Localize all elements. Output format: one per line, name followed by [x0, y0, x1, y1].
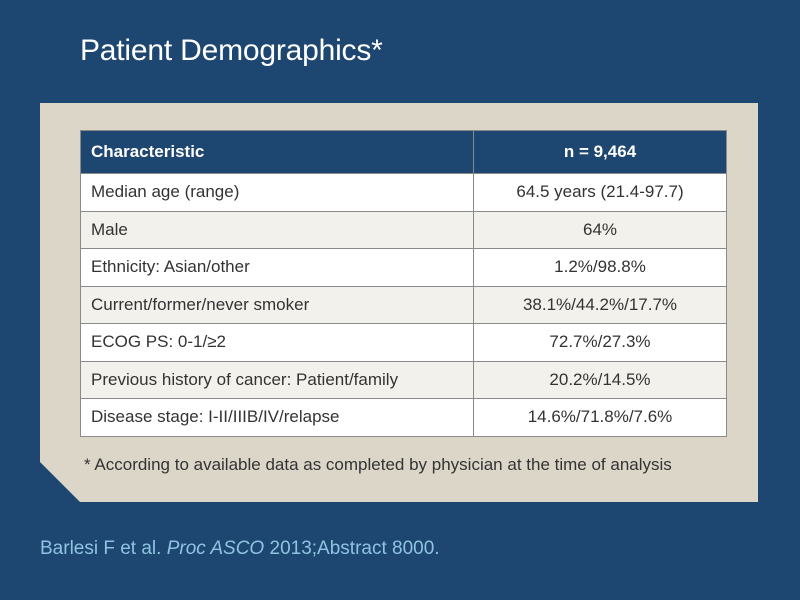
slide-title: Patient Demographics* [80, 34, 383, 67]
row-label: Male [81, 211, 474, 249]
row-value: 14.6%/71.8%/7.6% [474, 399, 727, 437]
row-label: Median age (range) [81, 174, 474, 212]
content-panel: Characteristic n = 9,464 Median age (ran… [40, 103, 758, 502]
row-label: Current/former/never smoker [81, 286, 474, 324]
row-label: ECOG PS: 0-1/≥2 [81, 324, 474, 362]
demographics-table: Characteristic n = 9,464 Median age (ran… [80, 130, 727, 437]
table-row: Male 64% [81, 211, 727, 249]
row-value: 20.2%/14.5% [474, 361, 727, 399]
column-header-n: n = 9,464 [474, 131, 727, 174]
row-value: 72.7%/27.3% [474, 324, 727, 362]
row-label: Previous history of cancer: Patient/fami… [81, 361, 474, 399]
table-row: Ethnicity: Asian/other 1.2%/98.8% [81, 249, 727, 287]
citation: Barlesi F et al. Proc ASCO 2013;Abstract… [40, 538, 440, 560]
row-label: Disease stage: I-II/IIIB/IV/relapse [81, 399, 474, 437]
table-row: Previous history of cancer: Patient/fami… [81, 361, 727, 399]
footnote: * According to available data as complet… [84, 455, 672, 474]
table-row: ECOG PS: 0-1/≥2 72.7%/27.3% [81, 324, 727, 362]
row-value: 64% [474, 211, 727, 249]
citation-authors: Barlesi F et al. [40, 538, 167, 559]
table-row: Median age (range) 64.5 years (21.4-97.7… [81, 174, 727, 212]
table-row: Disease stage: I-II/IIIB/IV/relapse 14.6… [81, 399, 727, 437]
row-value: 1.2%/98.8% [474, 249, 727, 287]
citation-journal: Proc ASCO [166, 538, 265, 559]
row-label: Ethnicity: Asian/other [81, 249, 474, 287]
row-value: 64.5 years (21.4-97.7) [474, 174, 727, 212]
row-value: 38.1%/44.2%/17.7% [474, 286, 727, 324]
table-header-row: Characteristic n = 9,464 [81, 131, 727, 174]
citation-details: 2013;Abstract 8000. [264, 538, 440, 559]
column-header-characteristic: Characteristic [81, 131, 474, 174]
table-row: Current/former/never smoker 38.1%/44.2%/… [81, 286, 727, 324]
